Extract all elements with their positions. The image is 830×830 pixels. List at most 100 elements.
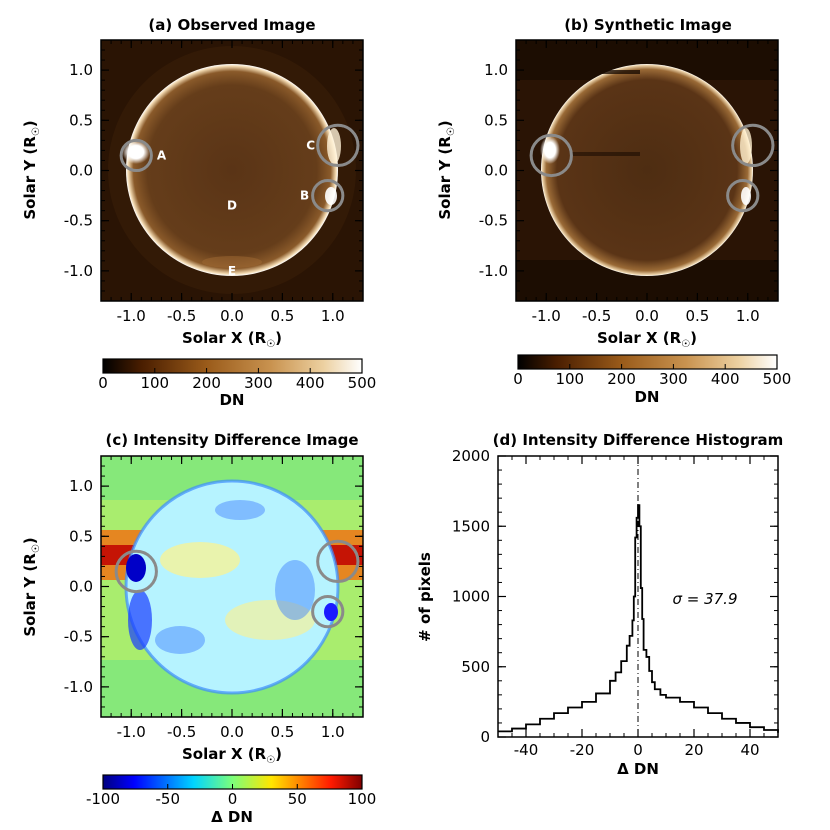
y-tick-label: -1.0 <box>64 678 93 696</box>
panel-a-ticks: -1.0 -0.5 0.0 0.5 1.0 1.0 0.5 0.0 -0.5 -1.0 <box>64 40 363 325</box>
panel-a-image <box>101 40 363 301</box>
colorbar-tick-label: 500 <box>763 370 792 388</box>
y-tick-label: -1.0 <box>479 262 508 280</box>
region-label-d: D <box>227 199 237 213</box>
panel-d-ticks: -40 -20 0 20 40 0 500 1000 1500 2000 <box>452 447 779 759</box>
panel-c-xlabel: Solar X (R☉) <box>182 745 282 766</box>
panel-a-circles <box>119 123 360 213</box>
y-tick-label: 1.0 <box>69 61 93 79</box>
x-tick-label: 0.0 <box>220 723 244 741</box>
colorbar-tick-label: 0 <box>228 790 238 808</box>
x-tick-label: 1.0 <box>321 723 345 741</box>
colorbar-tick-label: -50 <box>156 790 181 808</box>
panel-b-colorbar-ticks: 0 100 200 300 400 500 <box>513 364 791 388</box>
x-tick-label: 0 <box>633 741 643 759</box>
y-tick-label: 0 <box>480 728 490 746</box>
panel-b-ylabel: Solar Y (R☉) <box>436 120 457 219</box>
x-tick-label: -0.5 <box>167 307 196 325</box>
panel-c-colorbar-label: Δ DN <box>211 808 253 826</box>
solar-disk <box>126 64 338 276</box>
y-tick-label: -0.5 <box>64 212 93 230</box>
colorbar-tick-label: 200 <box>192 374 221 392</box>
y-tick-label: 1.0 <box>484 61 508 79</box>
region-label-e: E <box>228 264 236 278</box>
panel-b-ticks: -1.0 -0.5 0.0 0.5 1.0 1.0 0.5 0.0 -0.5 -1.0 <box>479 40 778 325</box>
y-tick-label: 0.0 <box>69 162 93 180</box>
y-tick-label: 0.0 <box>484 162 508 180</box>
panel-a-title: (a) Observed Image <box>148 16 315 34</box>
y-tick-label: 0.5 <box>69 527 93 545</box>
y-tick-label: 0.5 <box>69 111 93 129</box>
panel-a-colorbar-ticks: 0 100 200 300 400 500 <box>98 368 376 392</box>
x-tick-label: 20 <box>684 741 703 759</box>
panel-d-ylabel: # of pixels <box>416 552 434 642</box>
panel-d-xlabel: Δ DN <box>617 760 659 778</box>
panel-a-xlabel: Solar X (R☉) <box>182 329 282 350</box>
panel-a-ylabel: Solar Y (R☉) <box>21 120 42 219</box>
colorbar-tick-label: 200 <box>607 370 636 388</box>
panel-b-xlabel: Solar X (R☉) <box>597 329 697 350</box>
synthetic-bright-region-a <box>540 136 560 164</box>
panel-c-circles <box>114 539 360 629</box>
region-circle <box>316 123 360 168</box>
y-tick-label: 0.5 <box>484 111 508 129</box>
x-tick-label: 0.0 <box>635 307 659 325</box>
y-tick-label: 1000 <box>452 588 490 606</box>
region-circle <box>311 594 345 629</box>
region-label-a: A <box>157 148 167 162</box>
x-tick-label: 0.5 <box>270 307 294 325</box>
colorbar-tick-label: 400 <box>296 374 325 392</box>
y-tick-label: 0.0 <box>69 578 93 596</box>
region-circle <box>311 178 345 213</box>
colorbar-tick-label: 300 <box>659 370 688 388</box>
panel-a-colorbar-label: DN <box>219 391 244 409</box>
panel-a-colorbar <box>102 358 363 374</box>
region-label-b: B <box>300 189 309 203</box>
region-circle <box>731 123 775 168</box>
y-tick-label: -1.0 <box>64 262 93 280</box>
x-tick-label: -1.0 <box>532 307 561 325</box>
panel-d-histogram <box>498 456 779 737</box>
y-tick-label: -0.5 <box>479 212 508 230</box>
bright-region-a <box>122 140 150 164</box>
histogram-series <box>498 504 779 733</box>
colorbar-tick-label: 300 <box>244 374 273 392</box>
panel-b-image <box>516 40 778 301</box>
panel-b-title: (b) Synthetic Image <box>564 16 732 34</box>
difference-disk <box>126 481 338 693</box>
region-circle <box>119 138 153 173</box>
y-tick-label: 1.0 <box>69 477 93 495</box>
bright-region-c <box>327 128 341 164</box>
y-tick-label: 500 <box>461 658 490 676</box>
region-circle <box>529 133 573 178</box>
panel-a-annotations: A C B D E <box>157 138 315 277</box>
colorbar-tick-label: 500 <box>348 374 377 392</box>
panel-d: (d) Intensity Difference Histogram -40 -2… <box>416 431 783 778</box>
x-tick-label: 1.0 <box>321 307 345 325</box>
colorbar-tick-label: 0 <box>513 370 523 388</box>
x-tick-label: 0.0 <box>220 307 244 325</box>
x-tick-label: 0.5 <box>685 307 709 325</box>
panel-c: (c) Intensity Difference Image -1.0 -0.5 0… <box>21 431 376 826</box>
panel-d-title: (d) Intensity Difference Histogram <box>493 431 784 449</box>
y-tick-label: 1500 <box>452 517 490 535</box>
x-tick-label: 40 <box>740 741 759 759</box>
bright-region-b <box>325 187 337 205</box>
panel-c-title: (c) Intensity Difference Image <box>105 431 358 449</box>
region-label-c: C <box>306 138 315 152</box>
panel-b-colorbar-label: DN <box>634 388 659 406</box>
panel-c-ylabel: Solar Y (R☉) <box>21 537 42 636</box>
colorbar-tick-label: 100 <box>140 374 169 392</box>
panel-b: (b) Synthetic Image -1.0 -0.5 0.0 0.5 1.0 1.0… <box>436 16 791 406</box>
x-tick-label: 0.5 <box>270 723 294 741</box>
y-tick-label: 2000 <box>452 447 490 465</box>
x-tick-label: -1.0 <box>117 723 146 741</box>
panel-b-circles <box>529 123 775 213</box>
x-tick-label: -40 <box>514 741 539 759</box>
region-circle <box>726 178 760 213</box>
colorbar-tick-label: 0 <box>98 374 108 392</box>
panel-c-ticks: -1.0 -0.5 0.0 0.5 1.0 1.0 0.5 0.0 -0.5 -1.0 <box>64 456 363 741</box>
y-tick-label: -0.5 <box>64 628 93 646</box>
region-circle <box>316 539 360 584</box>
